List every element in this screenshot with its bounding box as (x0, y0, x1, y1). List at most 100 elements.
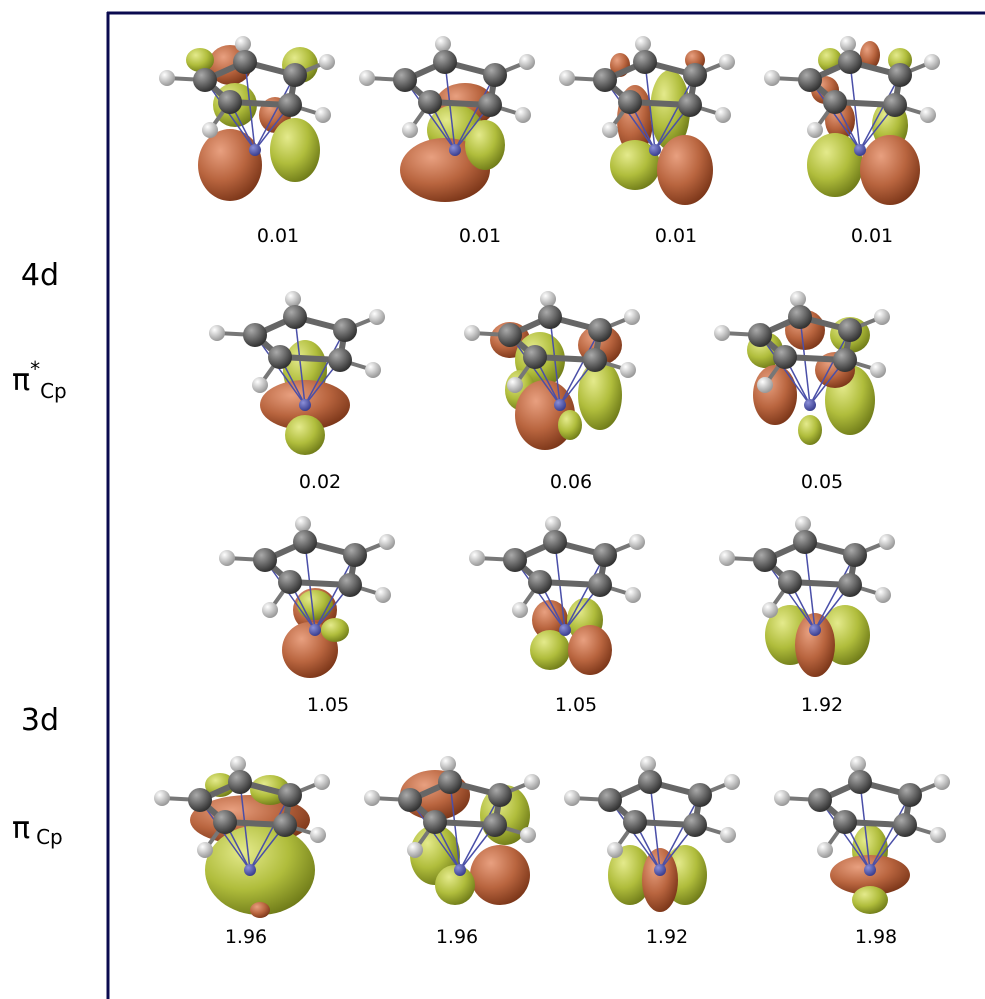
carbon (218, 90, 242, 114)
hydrogen (295, 516, 311, 532)
carbon (293, 530, 317, 554)
hydrogen (369, 309, 385, 325)
carbon (528, 570, 552, 594)
hydrogen (435, 36, 451, 52)
orbital-lobe (657, 135, 713, 205)
hydrogen (209, 325, 225, 341)
hydrogen (875, 587, 891, 603)
hydrogen (764, 70, 780, 86)
carbon (393, 68, 417, 92)
hydrogen (870, 362, 886, 378)
hydrogen (714, 325, 730, 341)
hydrogen (519, 54, 535, 70)
hydrogen (464, 325, 480, 341)
hydrogen (774, 790, 790, 806)
carbon (848, 770, 872, 794)
occupation-number: 0.01 (655, 225, 697, 247)
hydrogen (640, 756, 656, 772)
hydrogen (924, 54, 940, 70)
side-label: 4d (21, 258, 59, 293)
carbon (278, 570, 302, 594)
metal (804, 399, 816, 411)
hydrogen (715, 107, 731, 123)
hydrogen (790, 291, 806, 307)
carbon (503, 548, 527, 572)
hydrogen (520, 827, 536, 843)
carbon (773, 345, 797, 369)
hydrogen (635, 36, 651, 52)
carbon (888, 63, 912, 87)
carbon (778, 570, 802, 594)
molecule (774, 756, 950, 914)
carbon (583, 348, 607, 372)
hydrogen (762, 602, 778, 618)
molecule (209, 291, 385, 455)
metal (244, 864, 256, 876)
label-base: π (12, 363, 30, 398)
hydrogen (507, 377, 523, 393)
occupation-number: 1.98 (855, 926, 897, 948)
hydrogen (262, 602, 278, 618)
orbital-lobe (250, 902, 270, 918)
metal (649, 144, 661, 156)
carbon (638, 770, 662, 794)
carbon (588, 318, 612, 342)
carbon (438, 770, 462, 794)
carbon (233, 50, 257, 74)
orbital-lobe (795, 613, 835, 677)
hydrogen (602, 122, 618, 138)
hydrogen (159, 70, 175, 86)
side-label: πCp (12, 811, 63, 849)
hydrogen (934, 774, 950, 790)
label-sub: Cp (40, 379, 67, 403)
carbon (483, 63, 507, 87)
hydrogen (202, 122, 218, 138)
carbon (333, 318, 357, 342)
carbon (398, 788, 422, 812)
occupation-number: 1.92 (646, 926, 688, 948)
orbital-lobe (465, 120, 505, 170)
metal (249, 144, 261, 156)
hydrogen (874, 309, 890, 325)
hydrogen (607, 842, 623, 858)
molecule (719, 516, 895, 677)
carbon (543, 530, 567, 554)
hydrogen (285, 291, 301, 307)
hydrogen (219, 550, 235, 566)
hydrogen (817, 842, 833, 858)
carbon (593, 543, 617, 567)
carbon (328, 348, 352, 372)
carbon (423, 810, 447, 834)
carbon (838, 573, 862, 597)
carbon (213, 810, 237, 834)
hydrogen (930, 827, 946, 843)
hydrogen (757, 377, 773, 393)
orbital-lobe (186, 48, 214, 72)
label-sub: Cp (36, 825, 63, 849)
occupation-number: 0.02 (299, 471, 341, 493)
molecule (564, 756, 740, 912)
molecule (154, 756, 330, 918)
carbon (833, 810, 857, 834)
carbon (268, 345, 292, 369)
carbon (593, 68, 617, 92)
carbon (343, 543, 367, 567)
occupation-number: 1.05 (555, 694, 597, 716)
orbital-lobe (198, 129, 262, 201)
occupation-number: 0.05 (801, 471, 843, 493)
carbon (243, 323, 267, 347)
carbon (838, 50, 862, 74)
metal (449, 144, 461, 156)
occupation-number: 1.96 (436, 926, 478, 948)
occupation-number: 1.05 (307, 694, 349, 716)
occupation-number: 1.92 (801, 694, 843, 716)
carbon (483, 813, 507, 837)
carbon (678, 93, 702, 117)
hydrogen (402, 122, 418, 138)
hydrogen (564, 790, 580, 806)
hydrogen (720, 827, 736, 843)
carbon (278, 93, 302, 117)
carbon (633, 50, 657, 74)
metal (299, 399, 311, 411)
hydrogen (524, 774, 540, 790)
